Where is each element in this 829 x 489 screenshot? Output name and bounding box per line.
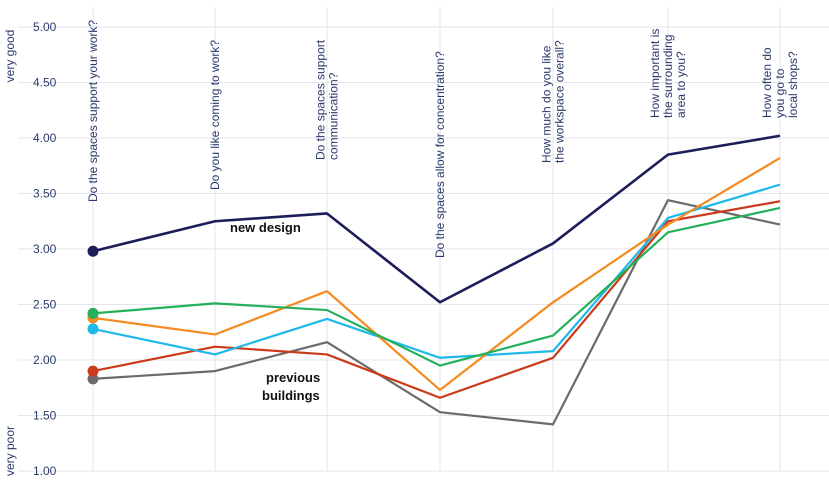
category-label: How important is the surrounding area to y… xyxy=(648,29,688,118)
series-line-5 xyxy=(92,199,781,426)
category-label-line: Do the spaces support your work? xyxy=(86,20,100,202)
y-label-top: very good xyxy=(3,30,17,83)
category-label-line: How often do xyxy=(760,47,774,118)
y-tick-label: 1.00 xyxy=(33,464,57,478)
category-label-line: Do the spaces allow for concentration? xyxy=(433,51,447,258)
annotation-new-design: new design xyxy=(230,220,301,235)
series-line-2 xyxy=(92,157,781,392)
series-start-marker xyxy=(87,307,99,319)
y-tick-label: 4.50 xyxy=(33,76,57,90)
annotation-previous-buildings: buildings xyxy=(262,388,320,403)
category-label-line: you go to xyxy=(773,68,787,118)
y-tick-label: 3.50 xyxy=(33,187,57,201)
category-label: Do the spaces support communication? xyxy=(314,39,341,160)
series-start-marker xyxy=(87,323,99,335)
series-line-new-design xyxy=(92,134,781,304)
y-tick-label: 2.50 xyxy=(33,298,57,312)
category-label: Do the spaces allow for concentration? xyxy=(433,51,447,258)
category-label: How often do you go to local shops? xyxy=(760,47,800,118)
series-line-4 xyxy=(92,200,781,399)
y-tick-label: 4.00 xyxy=(33,131,57,145)
y-tick-label: 2.00 xyxy=(33,353,57,367)
category-label-line: How important is xyxy=(648,29,662,118)
category-label-line: communication? xyxy=(327,72,341,160)
y-tick-label: 1.50 xyxy=(33,409,57,423)
y-tick-label: 3.00 xyxy=(33,242,57,256)
category-label-line: local shops? xyxy=(786,51,800,118)
series-start-marker xyxy=(87,365,99,377)
series-line-1 xyxy=(92,206,781,367)
annotation-previous-buildings: previous xyxy=(266,370,320,385)
category-label: Do the spaces support your work? xyxy=(86,20,100,202)
category-label: Do you like coming to work? xyxy=(208,40,222,190)
series-line-3 xyxy=(92,183,781,359)
series-start-marker xyxy=(87,245,99,257)
category-label-line: the surrounding xyxy=(661,35,675,118)
category-label-line: the workspace overall? xyxy=(553,40,567,163)
y-tick-label: 5.00 xyxy=(33,20,57,34)
category-label-line: How much do you like xyxy=(540,45,554,163)
category-label-line: Do the spaces support xyxy=(314,39,328,160)
series-start-marker xyxy=(87,373,99,385)
category-label-line: Do you like coming to work? xyxy=(208,40,222,190)
category-label: How much do you like the workspace overal… xyxy=(540,40,567,163)
y-label-bottom: very poor xyxy=(3,426,17,476)
category-label-line: area to you? xyxy=(674,51,688,118)
